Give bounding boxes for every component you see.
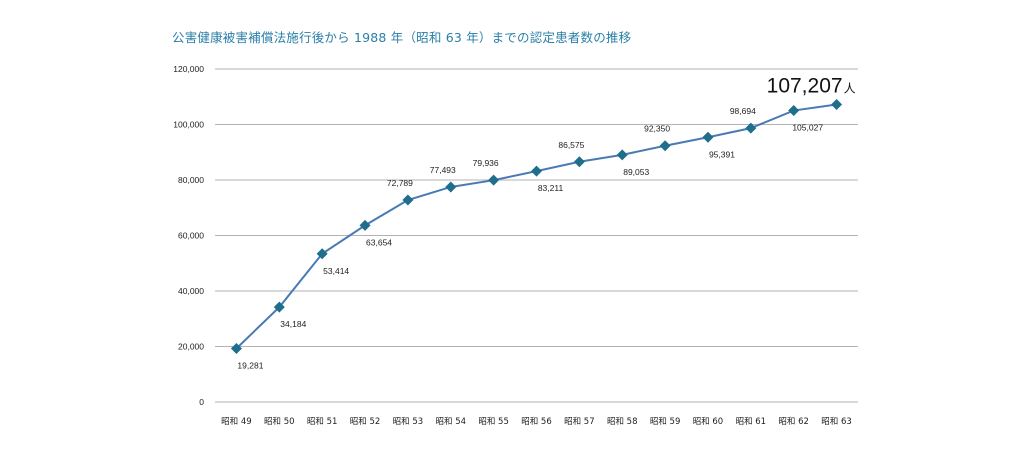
data-point xyxy=(616,149,628,161)
data-point xyxy=(531,165,542,177)
y-tick-label: 100,000 xyxy=(173,120,204,130)
x-tick-label: 昭和 57 xyxy=(564,417,595,427)
data-label: 63,654 xyxy=(366,237,392,247)
data-label: 86,575 xyxy=(558,140,584,150)
final-value-label: 107,207 xyxy=(767,75,843,98)
y-tick-label: 20,000 xyxy=(178,342,204,352)
data-label: 95,391 xyxy=(709,149,735,159)
data-point xyxy=(788,105,800,117)
x-tick-label: 昭和 62 xyxy=(778,417,809,427)
x-tick-label: 昭和 50 xyxy=(264,417,295,427)
data-label: 77,493 xyxy=(430,165,456,175)
x-tick-label: 昭和 52 xyxy=(350,417,381,427)
data-point xyxy=(831,99,843,111)
x-tick-label: 昭和 49 xyxy=(221,417,252,427)
data-point xyxy=(745,122,757,134)
data-labels: 19,281 34,184 53,414 63,654 72,789 77,493 79,9… xyxy=(237,106,823,370)
data-point xyxy=(402,194,414,206)
x-tick-label: 昭和 51 xyxy=(307,417,338,427)
chart-title: 公害健康被害補償法施行後から 1988 年（昭和 63 年）までの認定患者数の推… xyxy=(172,30,632,45)
data-point xyxy=(702,131,714,143)
data-point xyxy=(659,140,671,152)
final-value-unit: 人 xyxy=(844,82,856,96)
x-tick-label: 昭和 55 xyxy=(478,417,509,427)
data-label: 34,184 xyxy=(280,319,306,329)
x-tick-label: 昭和 63 xyxy=(821,417,852,427)
x-axis-ticks: 昭和 49 昭和 50 昭和 51 昭和 52 昭和 53 昭和 54 昭和 55 昭和 56… xyxy=(221,417,852,427)
y-tick-label: 0 xyxy=(199,397,204,407)
data-label: 79,936 xyxy=(473,158,499,168)
data-label: 53,414 xyxy=(323,266,349,276)
x-tick-label: 昭和 53 xyxy=(393,417,424,427)
data-label: 19,281 xyxy=(237,360,263,370)
data-point xyxy=(230,342,242,354)
y-tick-label: 60,000 xyxy=(178,231,204,241)
x-tick-label: 昭和 59 xyxy=(650,417,681,427)
data-label: 105,027 xyxy=(792,123,823,133)
data-point xyxy=(445,181,457,193)
y-tick-label: 80,000 xyxy=(178,175,204,185)
y-tick-label: 120,000 xyxy=(173,64,204,74)
data-label: 98,694 xyxy=(730,106,756,116)
data-label: 72,789 xyxy=(387,178,413,188)
series-line xyxy=(235,103,837,350)
data-label: 89,053 xyxy=(623,167,649,177)
x-tick-label: 昭和 56 xyxy=(521,417,552,427)
data-label: 83,211 xyxy=(538,183,564,193)
y-tick-label: 40,000 xyxy=(178,286,204,296)
data-point xyxy=(316,248,328,260)
data-point xyxy=(273,301,285,313)
x-tick-label: 昭和 61 xyxy=(736,417,767,427)
y-axis-ticks: 0 20,000 40,000 60,000 80,000 100,000 120,000 xyxy=(173,64,204,407)
x-tick-label: 昭和 54 xyxy=(436,417,467,427)
data-point xyxy=(573,156,585,168)
data-point xyxy=(359,219,371,231)
data-point xyxy=(488,174,500,186)
x-tick-label: 昭和 60 xyxy=(693,417,724,427)
x-tick-label: 昭和 58 xyxy=(607,417,638,427)
grid-lines xyxy=(215,68,858,403)
data-label: 92,350 xyxy=(644,124,670,134)
data-markers xyxy=(230,99,843,354)
